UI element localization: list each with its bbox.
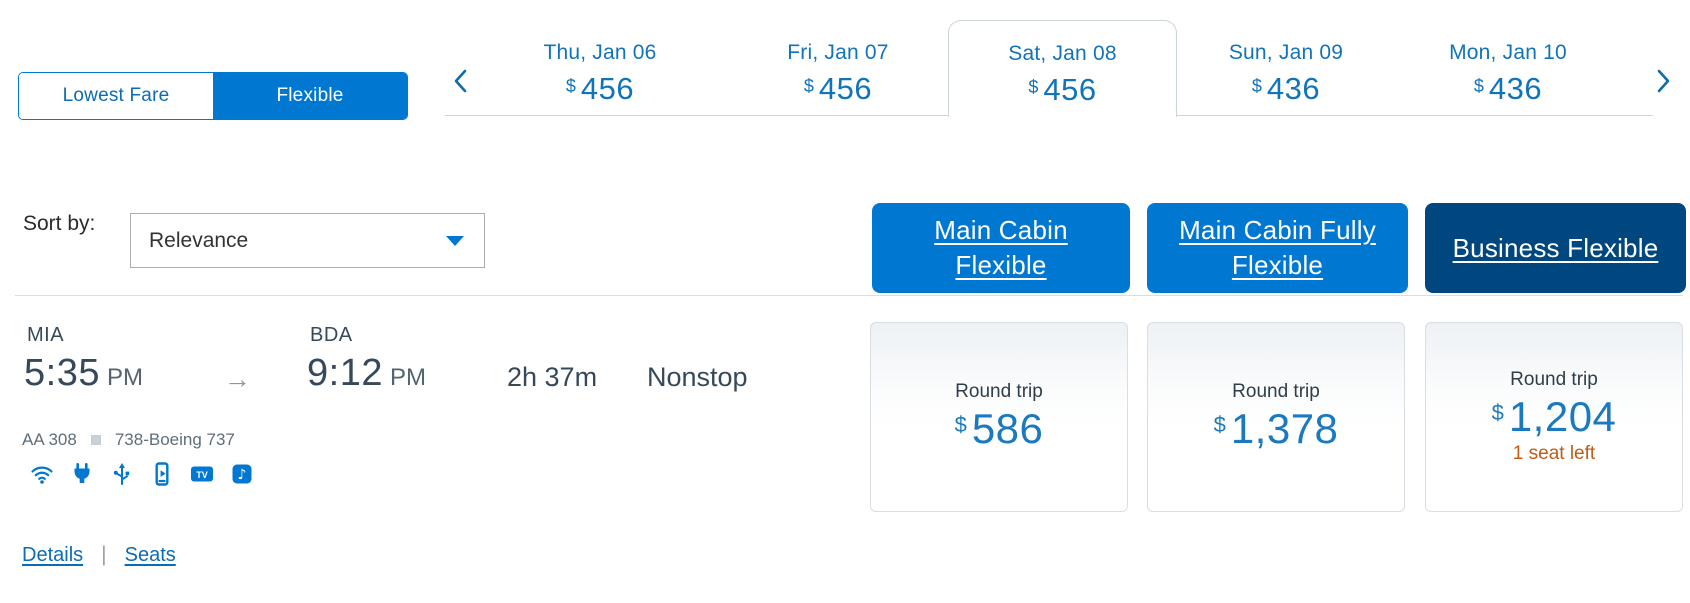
sort-dropdown[interactable]: Relevance [130, 213, 485, 268]
sort-by-label: Sort by: [23, 212, 96, 235]
flight-number: AA 308 [22, 430, 77, 449]
tab-price: $436 [1473, 71, 1543, 106]
entertainment-device-icon [150, 462, 174, 486]
power-outlet-icon [70, 462, 94, 486]
usb-icon [110, 462, 134, 486]
fare-price: $586 [954, 405, 1044, 452]
chevron-down-icon [446, 235, 464, 246]
separator-square [90, 435, 101, 445]
column-label: Business Flexible [1452, 232, 1659, 263]
tab-date-label: Sun, Jan 09 [1228, 41, 1344, 64]
fare-card-main-cabin-fully-flexible[interactable]: Round trip $1,378 [1147, 322, 1405, 512]
column-label: Main Cabin Flexible [934, 215, 1068, 280]
tab-date-label: Thu, Jan 06 [543, 41, 657, 64]
flight-number-line: AA 308 738-Boeing 737 [22, 430, 235, 450]
column-label: Main Cabin Fully Flexible [1179, 215, 1376, 280]
seats-link[interactable]: Seats [124, 543, 176, 566]
music-icon: ♪ [230, 462, 254, 486]
tab-price: $456 [803, 71, 873, 106]
chevron-left-icon[interactable] [450, 66, 472, 96]
column-main-cabin-fully-flexible[interactable]: Main Cabin Fully Flexible [1147, 203, 1408, 293]
wifi-icon [30, 462, 54, 486]
column-main-cabin-flexible[interactable]: Main Cabin Flexible [872, 203, 1130, 293]
svg-text:♪: ♪ [238, 467, 247, 483]
trip-type-label: Round trip [1510, 369, 1598, 390]
live-tv-icon: TV [190, 462, 214, 486]
sort-selected-value: Relevance [149, 228, 249, 252]
date-tab-mon-jan-10[interactable]: Mon, Jan 10 $436 [1396, 20, 1620, 116]
arrow-right-icon: → [224, 364, 251, 394]
tab-price: $456 [565, 71, 635, 106]
origin-airport-code: MIA [27, 324, 65, 346]
tab-date-label: Fri, Jan 07 [787, 41, 889, 64]
fare-price: $1,378 [1213, 405, 1339, 452]
column-business-flexible[interactable]: Business Flexible [1425, 203, 1686, 293]
fare-card-main-cabin-flexible[interactable]: Round trip $586 [870, 322, 1128, 512]
svg-text:TV: TV [196, 470, 208, 480]
flight-links: Details | Seats [22, 543, 176, 567]
details-link[interactable]: Details [22, 543, 84, 566]
aircraft-type: 738-Boeing 737 [114, 430, 235, 449]
availability-note: 1 seat left [1512, 443, 1596, 464]
tab-date-label: Mon, Jan 10 [1449, 41, 1567, 64]
trip-type-label: Round trip [955, 381, 1043, 402]
fare-price: $1,204 [1491, 393, 1617, 440]
date-tab-sun-jan-09[interactable]: Sun, Jan 09 $436 [1174, 20, 1398, 116]
chevron-right-icon[interactable] [1652, 66, 1674, 96]
toggle-lowest-fare[interactable]: Lowest Fare [19, 73, 213, 119]
trip-type-label: Round trip [1232, 381, 1320, 402]
departure-time: 5:35 PM [24, 352, 143, 394]
date-tab-fri-jan-07[interactable]: Fri, Jan 07 $456 [726, 20, 950, 116]
destination-airport-code: BDA [310, 324, 353, 346]
arrival-time: 9:12 PM [307, 352, 426, 394]
date-tab-thu-jan-06[interactable]: Thu, Jan 06 $456 [488, 20, 712, 116]
fare-card-business-flexible[interactable]: Round trip $1,204 1 seat left [1425, 322, 1683, 512]
stops-label: Nonstop [647, 362, 748, 392]
toggle-flexible[interactable]: Flexible [213, 73, 407, 119]
results-row-divider [15, 295, 1683, 296]
amenities-row: TV ♪ [30, 462, 254, 486]
flight-duration: 2h 37m [507, 362, 598, 392]
tab-price: $436 [1251, 71, 1321, 106]
tab-date-label: Sat, Jan 08 [1008, 42, 1117, 65]
tab-price: $456 [1028, 72, 1097, 107]
fare-type-toggle: Lowest Fare Flexible [18, 72, 408, 120]
date-tab-sat-jan-08-selected[interactable]: Sat, Jan 08 $456 [948, 20, 1177, 117]
link-separator: | [101, 543, 107, 566]
